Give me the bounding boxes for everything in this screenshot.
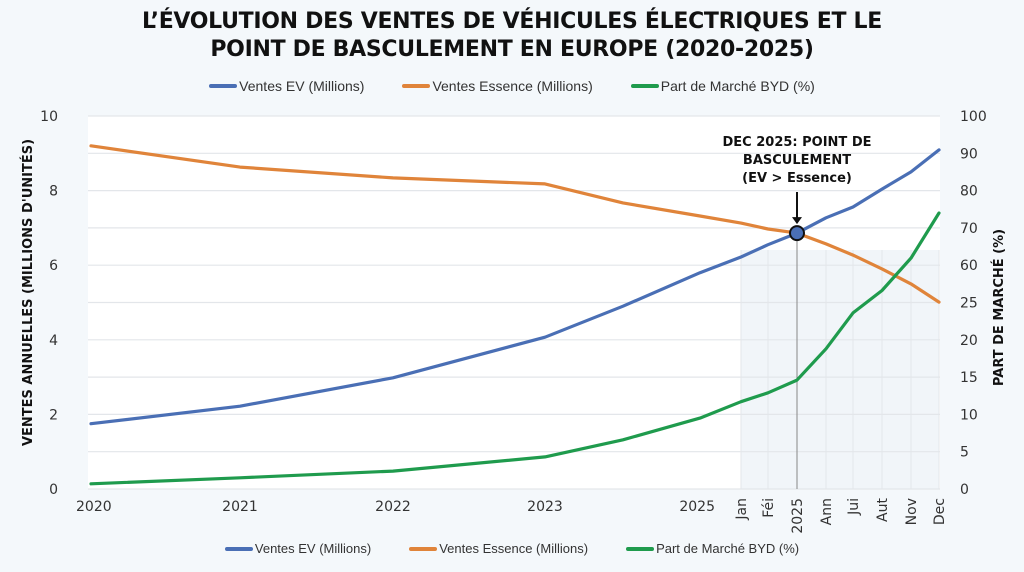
y-right-tick-label: 90 (960, 146, 978, 162)
x-tick-label: 2020 (76, 499, 112, 515)
x-tick-label: Jui (846, 498, 862, 516)
y-left-tick-label: 8 (49, 184, 58, 200)
legend-bottom-label-ev: Ventes EV (Millions) (254, 541, 372, 556)
y-right-tick-label: 0 (960, 482, 969, 498)
y-right-tick-label: 60 (960, 258, 978, 274)
x-tick-label: Ann (819, 498, 835, 525)
y-left-axis-title: VENTES ANNUELLES (MILLIONS D'UNITÉS) (20, 139, 36, 446)
monthly-zone-shade (741, 250, 939, 489)
legend-label-essence: Ventes Essence (Millions) (432, 78, 593, 94)
series-line-essence (89, 144, 941, 304)
annotation-arrow-head (792, 217, 802, 225)
legend-label-byd: Part de Marché BYD (%) (660, 78, 815, 94)
y-left-tick-label: 10 (40, 109, 58, 125)
x-tick-label: 2022 (375, 499, 411, 515)
x-tick-label: Dec (932, 498, 948, 525)
x-tick-label: Aut (875, 498, 891, 522)
annotation-text-line: DEC 2025: POINT DE (722, 135, 871, 150)
y-right-tick-label: 15 (960, 370, 978, 386)
chart-title-line-2: POINT DE BASCULEMENT EN EUROPE (2020-202… (210, 37, 814, 62)
x-tick-label: 2023 (527, 499, 563, 515)
legend-bottom-item-byd[interactable]: Part de Marché BYD (%) (626, 541, 799, 556)
y-left-tick-label: 0 (49, 482, 58, 498)
x-tick-label: 2025 (679, 499, 715, 515)
legend-item-byd[interactable]: Part de Marché BYD (%) (630, 78, 815, 94)
x-tick-label: 2021 (222, 499, 258, 515)
y-right-tick-label: 25 (960, 296, 978, 312)
legend-bottom-label-byd: Part de Marché BYD (%) (656, 541, 800, 556)
annotation-text-line: (EV > Essence) (742, 171, 852, 186)
legend-item-essence[interactable]: Ventes Essence (Millions) (402, 78, 593, 94)
legend-swatch-byd (630, 84, 659, 88)
y-left-tick-label: 4 (49, 333, 58, 349)
legend-swatch-ev (209, 84, 238, 88)
legend-bottom-swatch-essence (409, 546, 438, 551)
legend-bottom-item-ev[interactable]: Ventes EV (Millions) (224, 541, 372, 556)
annotation-text-line: BASCULEMENT (743, 153, 851, 168)
x-tick-label: Jan (734, 498, 750, 521)
y-right-tick-label: 100 (960, 109, 987, 125)
legend-bottom: Ventes EV (Millions) Ventes Essence (Mil… (0, 541, 1024, 556)
legend-bottom-label-essence: Ventes Essence (Millions) (439, 541, 589, 556)
y-right-tick-label: 70 (960, 221, 978, 237)
chart-title-line-1: L’ÉVOLUTION DES VENTES DE VÉHICULES ÉLEC… (141, 9, 882, 34)
legend-item-ev[interactable]: Ventes EV (Millions) (209, 78, 364, 94)
series-line-ev (89, 148, 941, 426)
series-line-byd (89, 211, 941, 486)
x-tick-label: 2025 (790, 498, 806, 534)
y-right-axis-title: PART DE MARCHÉ (%) (991, 229, 1007, 386)
x-tick-label: Nov (904, 498, 920, 525)
legend-bottom-item-essence[interactable]: Ventes Essence (Millions) (409, 541, 588, 556)
tipping-point-marker (789, 225, 805, 242)
legend-swatch-essence (402, 84, 431, 88)
legend-bottom-swatch-byd (626, 546, 655, 551)
legend-bottom-swatch-ev (224, 546, 253, 551)
legend-top: Ventes EV (Millions) Ventes Essence (Mil… (0, 78, 1024, 94)
chart-title: L’ÉVOLUTION DES VENTES DE VÉHICULES ÉLEC… (0, 8, 1024, 64)
y-left-tick-label: 6 (49, 258, 58, 274)
y-right-tick-label: 5 (960, 445, 969, 461)
y-right-tick-label: 20 (960, 333, 978, 349)
y-right-tick-label: 10 (960, 407, 978, 423)
x-tick-label: Féi (761, 498, 777, 518)
y-right-tick-label: 80 (960, 184, 978, 200)
legend-label-ev: Ventes EV (Millions) (239, 78, 365, 94)
y-left-tick-label: 2 (49, 407, 58, 423)
